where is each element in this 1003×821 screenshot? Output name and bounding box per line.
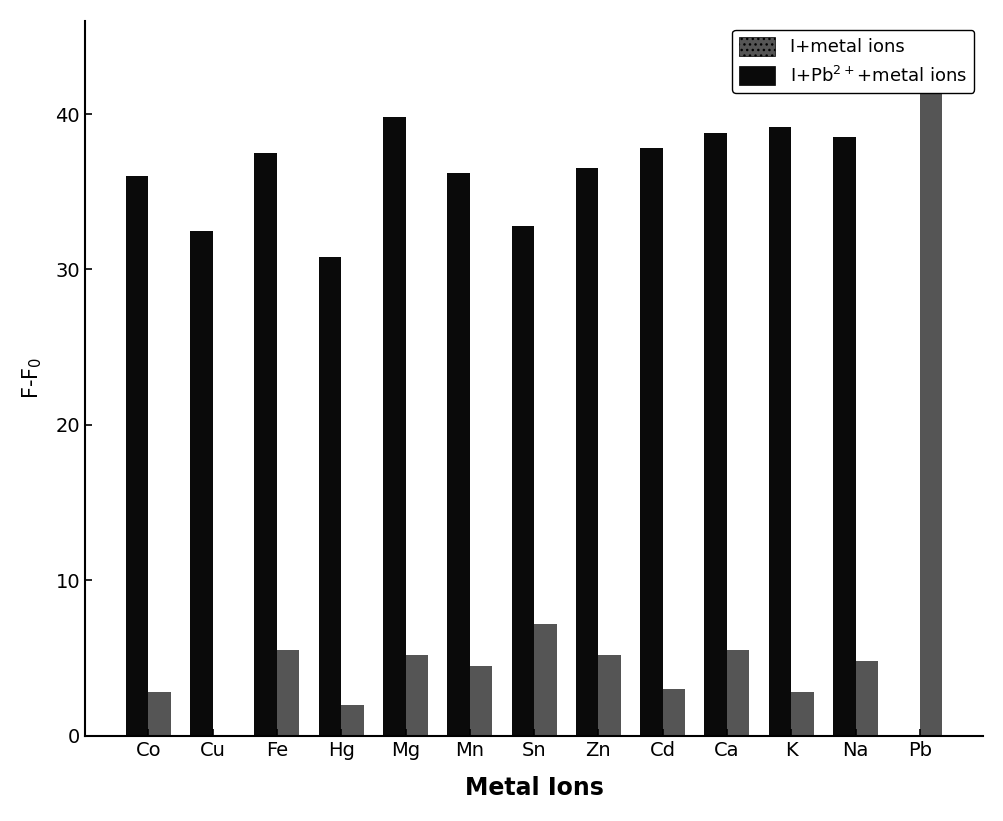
Bar	[405, 655, 427, 736]
Bar	[662, 689, 684, 736]
Bar	[640, 149, 662, 736]
Legend: I+metal ions, I+Pb$^{2+}$+metal ions: I+metal ions, I+Pb$^{2+}$+metal ions	[731, 30, 973, 93]
Bar	[341, 704, 363, 736]
Bar	[576, 168, 598, 736]
Bar	[512, 226, 534, 736]
Bar	[919, 60, 942, 736]
Bar	[768, 126, 790, 736]
Bar	[318, 257, 341, 736]
Bar	[704, 133, 726, 736]
Bar	[832, 137, 855, 736]
Bar	[534, 624, 556, 736]
Bar	[254, 153, 277, 736]
Bar	[125, 177, 148, 736]
X-axis label: Metal Ions: Metal Ions	[464, 776, 603, 800]
Bar	[726, 650, 748, 736]
Bar	[790, 692, 813, 736]
Bar	[855, 661, 878, 736]
Bar	[598, 655, 620, 736]
Y-axis label: F-F$_0$: F-F$_0$	[21, 357, 44, 399]
Bar	[469, 666, 491, 736]
Bar	[382, 117, 405, 736]
Bar	[277, 650, 299, 736]
Bar	[190, 231, 213, 736]
Bar	[447, 173, 469, 736]
Bar	[148, 692, 171, 736]
